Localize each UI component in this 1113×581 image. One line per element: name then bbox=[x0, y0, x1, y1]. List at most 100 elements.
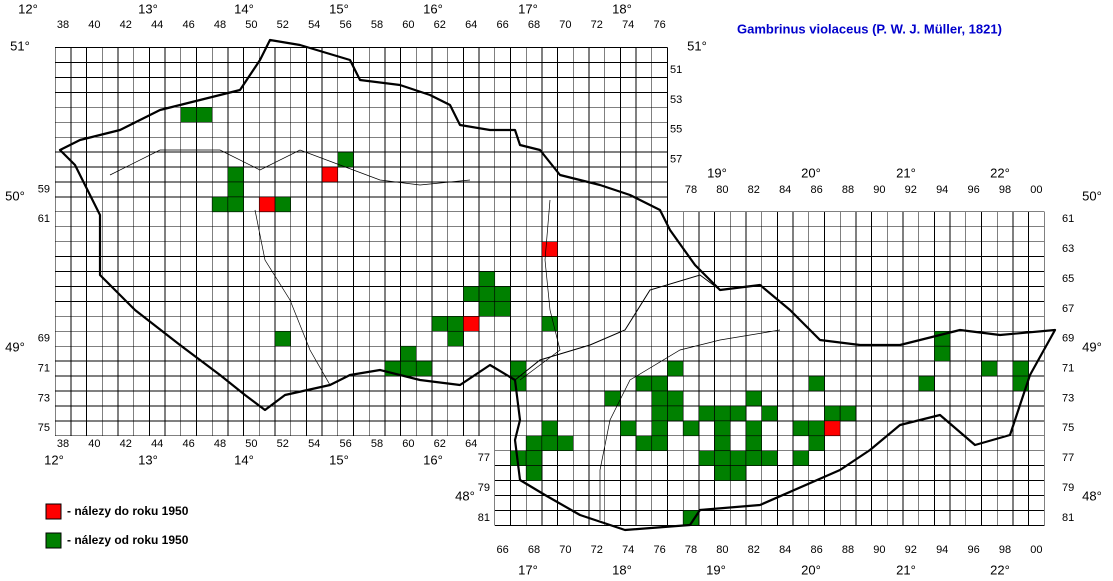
degree-label: 20° bbox=[801, 165, 821, 180]
column-label: 48 bbox=[214, 19, 226, 31]
column-label: 60 bbox=[402, 19, 414, 31]
record-square bbox=[761, 405, 778, 422]
column-label: 42 bbox=[120, 438, 132, 450]
river bbox=[109, 149, 471, 186]
record-square bbox=[463, 316, 480, 332]
column-label: 82 bbox=[748, 544, 760, 556]
record-square bbox=[714, 450, 731, 466]
record-square bbox=[714, 420, 731, 437]
column-label: 40 bbox=[88, 19, 100, 31]
degree-label: 14° bbox=[234, 452, 254, 467]
record-square bbox=[839, 405, 857, 422]
record-square bbox=[211, 196, 229, 213]
column-label: 96 bbox=[967, 184, 979, 196]
row-label: 71 bbox=[1062, 363, 1074, 375]
record-square bbox=[729, 405, 747, 422]
row-label: 51 bbox=[670, 64, 682, 76]
record-square bbox=[541, 241, 558, 257]
record-square bbox=[714, 465, 731, 481]
record-squares bbox=[180, 107, 1029, 526]
column-label: 80 bbox=[716, 544, 728, 556]
record-square bbox=[981, 360, 998, 377]
column-label: 38 bbox=[57, 19, 69, 31]
river bbox=[599, 329, 781, 520]
degree-label: 12° bbox=[18, 1, 38, 16]
column-label: 38 bbox=[57, 438, 69, 450]
record-square bbox=[525, 465, 543, 481]
record-square bbox=[196, 107, 213, 123]
row-label: 81 bbox=[1062, 512, 1074, 524]
column-label: 46 bbox=[182, 438, 194, 450]
record-square bbox=[792, 420, 810, 437]
record-square bbox=[415, 360, 433, 377]
record-square bbox=[745, 450, 762, 466]
column-label: 98 bbox=[999, 544, 1011, 556]
record-square bbox=[651, 375, 668, 392]
record-square bbox=[729, 450, 747, 466]
degree-label: 48° bbox=[1082, 488, 1102, 503]
column-label: 00 bbox=[1030, 544, 1042, 556]
record-square bbox=[274, 330, 291, 347]
record-square bbox=[321, 166, 339, 183]
column-label: 46 bbox=[182, 19, 194, 31]
column-label: 50 bbox=[245, 438, 257, 450]
row-label: 63 bbox=[1062, 243, 1074, 255]
column-label: 94 bbox=[936, 544, 948, 556]
record-square bbox=[651, 435, 668, 452]
degree-label: 50° bbox=[5, 188, 25, 203]
degree-label: 15° bbox=[329, 452, 349, 467]
column-label: 78 bbox=[685, 544, 697, 556]
degree-label: 13° bbox=[138, 452, 158, 467]
record-square bbox=[604, 390, 621, 407]
degree-label: 19° bbox=[707, 165, 727, 180]
record-square bbox=[463, 286, 480, 302]
degree-label: 16° bbox=[423, 452, 443, 467]
column-label: 66 bbox=[496, 19, 508, 31]
column-label: 72 bbox=[591, 19, 603, 31]
record-square bbox=[478, 286, 496, 302]
record-square bbox=[447, 316, 464, 332]
record-square bbox=[541, 435, 558, 452]
row-label: 55 bbox=[670, 124, 682, 136]
column-label: 76 bbox=[653, 544, 665, 556]
record-square bbox=[698, 450, 715, 466]
record-square bbox=[934, 345, 951, 362]
record-square bbox=[729, 465, 747, 481]
column-label: 52 bbox=[277, 438, 289, 450]
record-square bbox=[227, 166, 244, 183]
country-border bbox=[58, 38, 1057, 532]
degree-label: 49° bbox=[1082, 339, 1102, 354]
row-label: 77 bbox=[478, 452, 490, 464]
degree-label: 15° bbox=[329, 1, 349, 16]
record-square bbox=[1012, 360, 1029, 377]
degree-label: 19° bbox=[706, 562, 726, 577]
row-label: 61 bbox=[38, 213, 50, 225]
column-label: 00 bbox=[1030, 184, 1042, 196]
column-label: 54 bbox=[308, 438, 320, 450]
column-label: 88 bbox=[842, 184, 854, 196]
map-title: Gambrinus violaceus (P. W. J. Müller, 18… bbox=[737, 21, 1002, 36]
degree-label: 50° bbox=[1082, 188, 1102, 203]
record-square bbox=[635, 375, 653, 392]
row-label: 59 bbox=[38, 183, 50, 195]
column-label: 50 bbox=[245, 19, 257, 31]
record-square bbox=[525, 435, 543, 452]
column-label: 72 bbox=[591, 544, 603, 556]
row-label: 81 bbox=[478, 512, 490, 524]
degree-label: 13° bbox=[138, 1, 158, 16]
column-label: 42 bbox=[120, 19, 132, 31]
degree-label: 14° bbox=[234, 1, 254, 16]
degree-label: 18° bbox=[612, 1, 632, 16]
column-label: 54 bbox=[308, 19, 320, 31]
degree-label: 17° bbox=[518, 562, 538, 577]
column-label: 68 bbox=[528, 544, 540, 556]
degree-label: 18° bbox=[612, 562, 632, 577]
record-square bbox=[714, 405, 731, 422]
column-label: 80 bbox=[716, 184, 728, 196]
column-label: 62 bbox=[434, 19, 446, 31]
degree-label: 21° bbox=[896, 165, 916, 180]
column-label: 92 bbox=[905, 544, 917, 556]
column-label: 96 bbox=[967, 544, 979, 556]
record-square bbox=[808, 420, 825, 437]
